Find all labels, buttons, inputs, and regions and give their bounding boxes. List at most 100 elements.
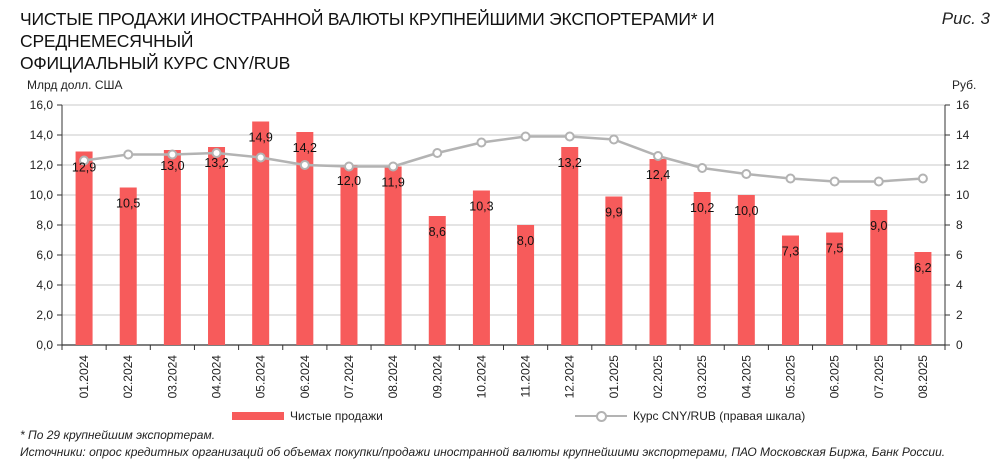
bar-net-sales [384, 166, 402, 345]
x-tick-label: 06.2024 [298, 355, 312, 399]
cny-rate-marker [741, 169, 752, 179]
cny-rate-marker [211, 148, 222, 158]
x-tick-label: 01.2025 [607, 355, 621, 399]
figure-label: Рис. 3 [941, 9, 990, 28]
cny-rate-marker [653, 151, 664, 161]
cny-rate-marker [343, 161, 354, 172]
x-tick-label: 07.2024 [342, 355, 356, 399]
right-tick-label: 14 [956, 128, 970, 142]
legend-label-cny-rate: Курс CNY/RUB (правая шкала) [633, 409, 806, 423]
x-tick-label: 01.2024 [77, 355, 91, 399]
cny-rate-marker [785, 173, 796, 184]
bar-value-label: 14,2 [293, 141, 317, 155]
legend-item-net-sales: Чистые продажи [232, 409, 383, 423]
bar-net-sales [163, 150, 181, 345]
x-tick-label: 06.2025 [828, 355, 842, 399]
bar-net-sales [826, 232, 844, 345]
cny-rate-marker [829, 176, 840, 187]
bar-value-label: 14,9 [249, 131, 273, 145]
right-tick-label: 8 [956, 218, 963, 232]
cny-rate-line [83, 135, 924, 183]
x-tick-label: 03.2024 [165, 355, 179, 399]
legend-label-net-sales: Чистые продажи [290, 409, 383, 423]
bar-net-sales [781, 235, 799, 345]
bar-value-label: 7,3 [782, 245, 799, 259]
chart-title: ЧИСТЫЕ ПРОДАЖИ ИНОСТРАННОЙ ВАЛЮТЫ КРУПНЕ… [20, 8, 840, 74]
combo-chart: 0,0 2,0 4,0 6,0 8,0 10,0 12,0 14,0 16,0 0 2 4 6 8 10 12… [30, 98, 970, 399]
bar-net-sales [340, 165, 358, 345]
bar-value-label: 12,9 [72, 161, 96, 175]
bar-value-label: 8,0 [517, 234, 534, 248]
bar-value-label: 13,2 [204, 156, 228, 170]
right-tick-label: 10 [956, 188, 970, 202]
right-tick-label: 16 [956, 98, 970, 112]
right-tick-label: 12 [956, 158, 970, 172]
cny-rate-marker [608, 134, 619, 145]
left-tick-label: 10,0 [30, 188, 54, 202]
bar-net-sales [870, 210, 888, 345]
left-tick-label: 2,0 [36, 308, 53, 322]
cny-rate-marker [299, 160, 310, 170]
cny-rate-marker [917, 173, 928, 184]
left-tick-label: 14,0 [30, 128, 54, 142]
bar-net-sales [649, 159, 667, 345]
right-axis-unit: Руб. [952, 78, 977, 92]
left-axis-unit: Млрд долл. США [27, 78, 123, 92]
left-tick-label: 6,0 [36, 248, 53, 262]
left-tick-label: 4,0 [36, 278, 53, 292]
x-tick-label: 02.2024 [121, 355, 135, 399]
x-tick-label: 07.2025 [872, 355, 886, 399]
bar-value-label: 9,9 [605, 206, 622, 220]
cny-rate-marker [167, 149, 178, 160]
x-tick-label: 08.2025 [916, 355, 930, 399]
bar-net-sales [914, 252, 932, 345]
sources-note: Источники: опрос кредитных организаций о… [20, 445, 946, 459]
cny-rate-marker [255, 152, 266, 163]
chart-title-line2: ОФИЦИАЛЬНЫЙ КУРС CNY/RUB [20, 53, 291, 73]
bar-value-label: 7,5 [826, 242, 843, 256]
bar-net-sales [561, 147, 579, 345]
cny-rate-marker [520, 131, 531, 142]
cny-rate-marker [79, 155, 90, 166]
cny-rate-marker [432, 148, 443, 158]
x-tick-label: 05.2025 [783, 355, 797, 399]
x-tick-label: 04.2024 [210, 355, 224, 399]
bar-net-sales [693, 192, 711, 345]
bar-value-label: 13,0 [160, 159, 184, 173]
bar-value-label: 10,0 [734, 204, 758, 218]
footnote: * По 29 крупнейшим экспортерам. [20, 428, 216, 442]
right-tick-label: 6 [956, 248, 963, 262]
bar-value-label: 13,2 [558, 156, 582, 170]
cny-rate-marker [123, 149, 134, 160]
left-tick-label: 12,0 [30, 158, 54, 172]
legend-item-cny-rate: Курс CNY/RUB (правая шкала) [575, 409, 805, 423]
x-tick-label: 09.2024 [430, 355, 444, 399]
x-tick-label: 03.2025 [695, 355, 709, 399]
bar-net-sales [75, 151, 93, 345]
x-tick-label: 04.2025 [739, 355, 753, 399]
cny-rate-marker [476, 137, 487, 148]
x-tick-label: 10.2024 [474, 355, 488, 399]
bar-value-label: 11,9 [381, 176, 404, 190]
cny-rate-marker [697, 163, 708, 173]
bar-value-label: 8,6 [429, 225, 446, 239]
line-marker-swatch-icon [575, 410, 627, 422]
x-tick-label: 02.2025 [651, 355, 665, 399]
bar-net-sales [605, 196, 623, 345]
bar-net-sales [119, 187, 137, 345]
right-tick-label: 0 [956, 338, 963, 352]
x-tick-label: 11.2024 [519, 355, 533, 398]
bar-value-label: 12,0 [337, 174, 361, 188]
bar-swatch-icon [232, 412, 284, 420]
bar-value-label: 10,2 [690, 201, 714, 215]
left-tick-label: 8,0 [36, 218, 53, 232]
left-tick-label: 16,0 [30, 98, 54, 112]
x-tick-label: 05.2024 [254, 355, 268, 399]
bar-value-label: 9,0 [870, 219, 887, 233]
right-tick-label: 4 [956, 278, 963, 292]
bar-value-label: 10,5 [116, 197, 140, 211]
bar-value-label: 10,3 [469, 200, 493, 214]
bar-net-sales [517, 225, 535, 345]
chart-title-line1: ЧИСТЫЕ ПРОДАЖИ ИНОСТРАННОЙ ВАЛЮТЫ КРУПНЕ… [20, 9, 715, 51]
x-tick-label: 08.2024 [386, 355, 400, 399]
